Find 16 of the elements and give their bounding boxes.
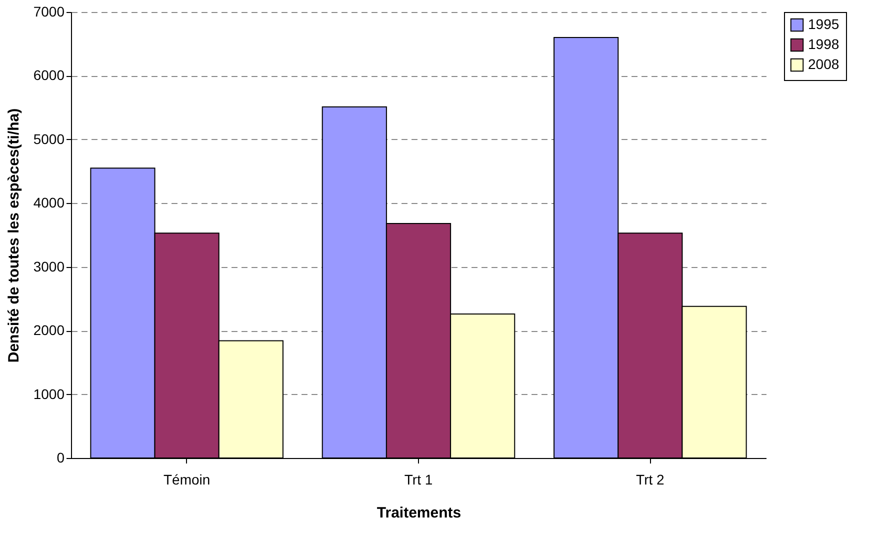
x-tick-label: Trt 2 (636, 472, 665, 488)
x-tick-label: Témoin (163, 472, 210, 488)
y-tick-label: 5000 (33, 130, 65, 147)
y-axis-title: Densité de toutes les espèces(ti/ha) (5, 108, 22, 363)
y-tick-label: 6000 (33, 67, 65, 84)
legend-label: 2008 (808, 56, 840, 72)
x-axis-title: Traitements (376, 504, 462, 522)
y-tick-label: 4000 (33, 194, 65, 211)
legend-label: 1995 (808, 16, 840, 32)
y-tick-label: 0 (56, 450, 65, 466)
x-tick-label: Trt 1 (404, 472, 433, 488)
legend-label: 1998 (808, 36, 840, 52)
y-tick-label: 7000 (33, 4, 65, 20)
y-tick-label: 3000 (33, 258, 65, 274)
y-tick-label: 1000 (33, 386, 65, 402)
y-tick-label: 2000 (33, 322, 65, 338)
